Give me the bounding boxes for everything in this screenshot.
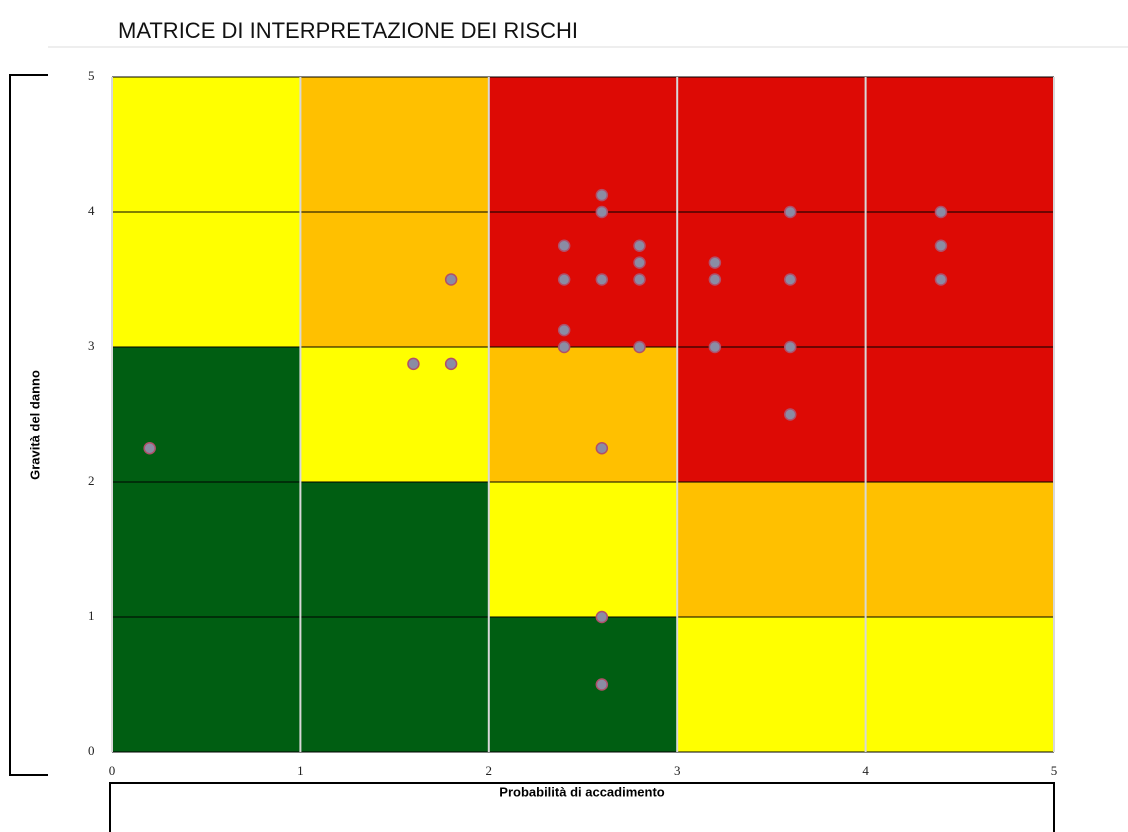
x-tick-label: 3 [674, 763, 681, 778]
risk-cell [677, 347, 866, 482]
data-point [633, 256, 646, 269]
data-point [557, 340, 571, 354]
risk-cell [300, 212, 489, 347]
y-tick-label: 0 [88, 743, 95, 758]
risk-cell [300, 77, 489, 212]
data-point [444, 357, 458, 371]
data-point [708, 273, 722, 286]
y-tick-label: 1 [88, 608, 95, 623]
x-tick-label: 0 [109, 763, 116, 778]
risk-cell [865, 77, 1054, 212]
x-tick-label: 2 [486, 763, 493, 778]
risk-cell [865, 482, 1054, 617]
risk-cell [112, 617, 301, 752]
data-point [407, 357, 420, 371]
data-point [783, 408, 797, 421]
data-point [595, 678, 609, 691]
data-point [595, 273, 609, 286]
data-point [595, 442, 609, 455]
data-point [444, 273, 458, 286]
data-point [934, 273, 948, 286]
risk-cell [865, 347, 1054, 482]
data-point [783, 205, 797, 219]
risk-cell [677, 617, 866, 752]
y-tick-label: 5 [88, 68, 95, 83]
y-axis-label: Gravità del danno [27, 370, 42, 480]
data-point [633, 340, 646, 354]
risk-cell [488, 617, 678, 752]
data-point [708, 340, 722, 354]
risk-cell [300, 617, 489, 752]
risk-cell [677, 77, 866, 212]
risk-cell [677, 482, 866, 617]
data-point [783, 340, 797, 354]
x-tick-label: 5 [1051, 763, 1058, 778]
y-tick-label: 3 [88, 338, 95, 353]
data-point [595, 188, 609, 202]
data-point [595, 205, 609, 219]
x-label-box [109, 782, 1055, 832]
y-label-box [9, 74, 48, 776]
data-point [557, 273, 571, 286]
data-point [783, 273, 797, 286]
risk-cell [112, 77, 301, 212]
risk-cell [488, 212, 678, 347]
data-point [633, 273, 646, 286]
risk-cell [112, 347, 301, 482]
data-point [708, 256, 722, 269]
data-point [143, 442, 156, 455]
x-tick-label: 4 [862, 763, 869, 778]
data-point [633, 239, 646, 252]
y-tick-label: 2 [88, 473, 95, 488]
data-point [557, 323, 571, 337]
risk-cell [488, 77, 678, 212]
data-point [595, 610, 609, 624]
risk-cell [865, 212, 1054, 347]
data-point [557, 239, 571, 252]
risk-cell [488, 482, 678, 617]
x-axis-label: Probabilità di accadimento [499, 784, 664, 799]
y-tick-label: 4 [88, 203, 95, 218]
risk-cell [300, 482, 489, 617]
chart-title: MATRICE DI INTERPRETAZIONE DEI RISCHI [118, 18, 578, 43]
data-point [934, 205, 948, 219]
risk-cell [112, 482, 301, 617]
risk-cell [112, 212, 301, 347]
data-point [934, 239, 948, 252]
risk-cell [865, 617, 1054, 752]
x-tick-label: 1 [297, 763, 304, 778]
risk-cell [488, 347, 678, 482]
risk-cell [677, 212, 866, 347]
risk-cell [300, 347, 489, 482]
